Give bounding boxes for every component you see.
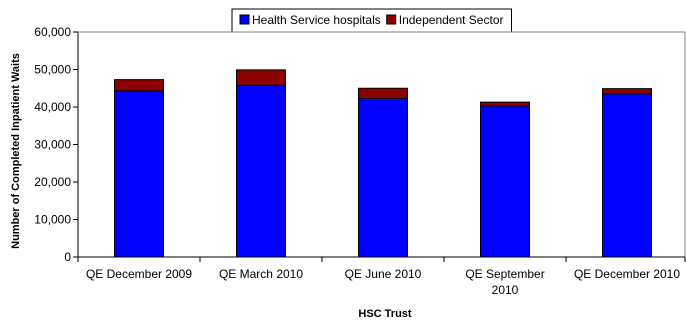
legend-label-health-service: Health Service hospitals bbox=[252, 13, 381, 27]
x-axis-title: HSC Trust bbox=[358, 308, 412, 320]
y-tick-label: 50,000 bbox=[34, 63, 71, 77]
x-tick-label: QE June 2010 bbox=[345, 267, 422, 281]
bar-health-service bbox=[480, 105, 530, 258]
y-tick-label: 20,000 bbox=[34, 175, 71, 189]
legend-label-independent-sector: Independent Sector bbox=[399, 13, 504, 27]
legend-swatch-health-service bbox=[239, 14, 250, 25]
y-tick-label: 40,000 bbox=[34, 100, 71, 114]
x-tick-label: QE September bbox=[465, 267, 544, 281]
bar-independent-sector bbox=[480, 101, 530, 107]
x-tick-label: QE March 2010 bbox=[219, 267, 303, 281]
bar-independent-sector bbox=[358, 87, 408, 99]
bar-health-service bbox=[114, 90, 164, 258]
bar-health-service bbox=[236, 84, 286, 258]
bar-independent-sector bbox=[114, 79, 164, 92]
y-tick-label: 0 bbox=[64, 250, 71, 264]
x-tick-label: 2010 bbox=[492, 283, 519, 297]
bar-independent-sector bbox=[602, 88, 652, 95]
y-axis: 0 10,000 20,000 30,000 40,000 50,000 60,000 bbox=[34, 25, 686, 264]
y-tick-label: 60,000 bbox=[34, 25, 71, 39]
bar-independent-sector bbox=[236, 69, 286, 86]
bar-health-service bbox=[602, 93, 652, 258]
y-axis-title: Number of Completed Inpatient Waits bbox=[10, 53, 22, 249]
legend: Health Service hospitals Independent Sect… bbox=[231, 8, 512, 33]
y-tick-label: 10,000 bbox=[34, 213, 71, 227]
x-tick-label: QE December 2009 bbox=[86, 267, 192, 281]
x-tick-label: QE December 2010 bbox=[574, 267, 680, 281]
x-axis: QE December 2009 QE March 2010 QE June 201… bbox=[77, 256, 686, 297]
bars bbox=[114, 69, 652, 258]
bar-health-service bbox=[358, 97, 408, 258]
y-tick-label: 30,000 bbox=[34, 138, 71, 152]
legend-swatch-independent-sector bbox=[386, 14, 397, 25]
